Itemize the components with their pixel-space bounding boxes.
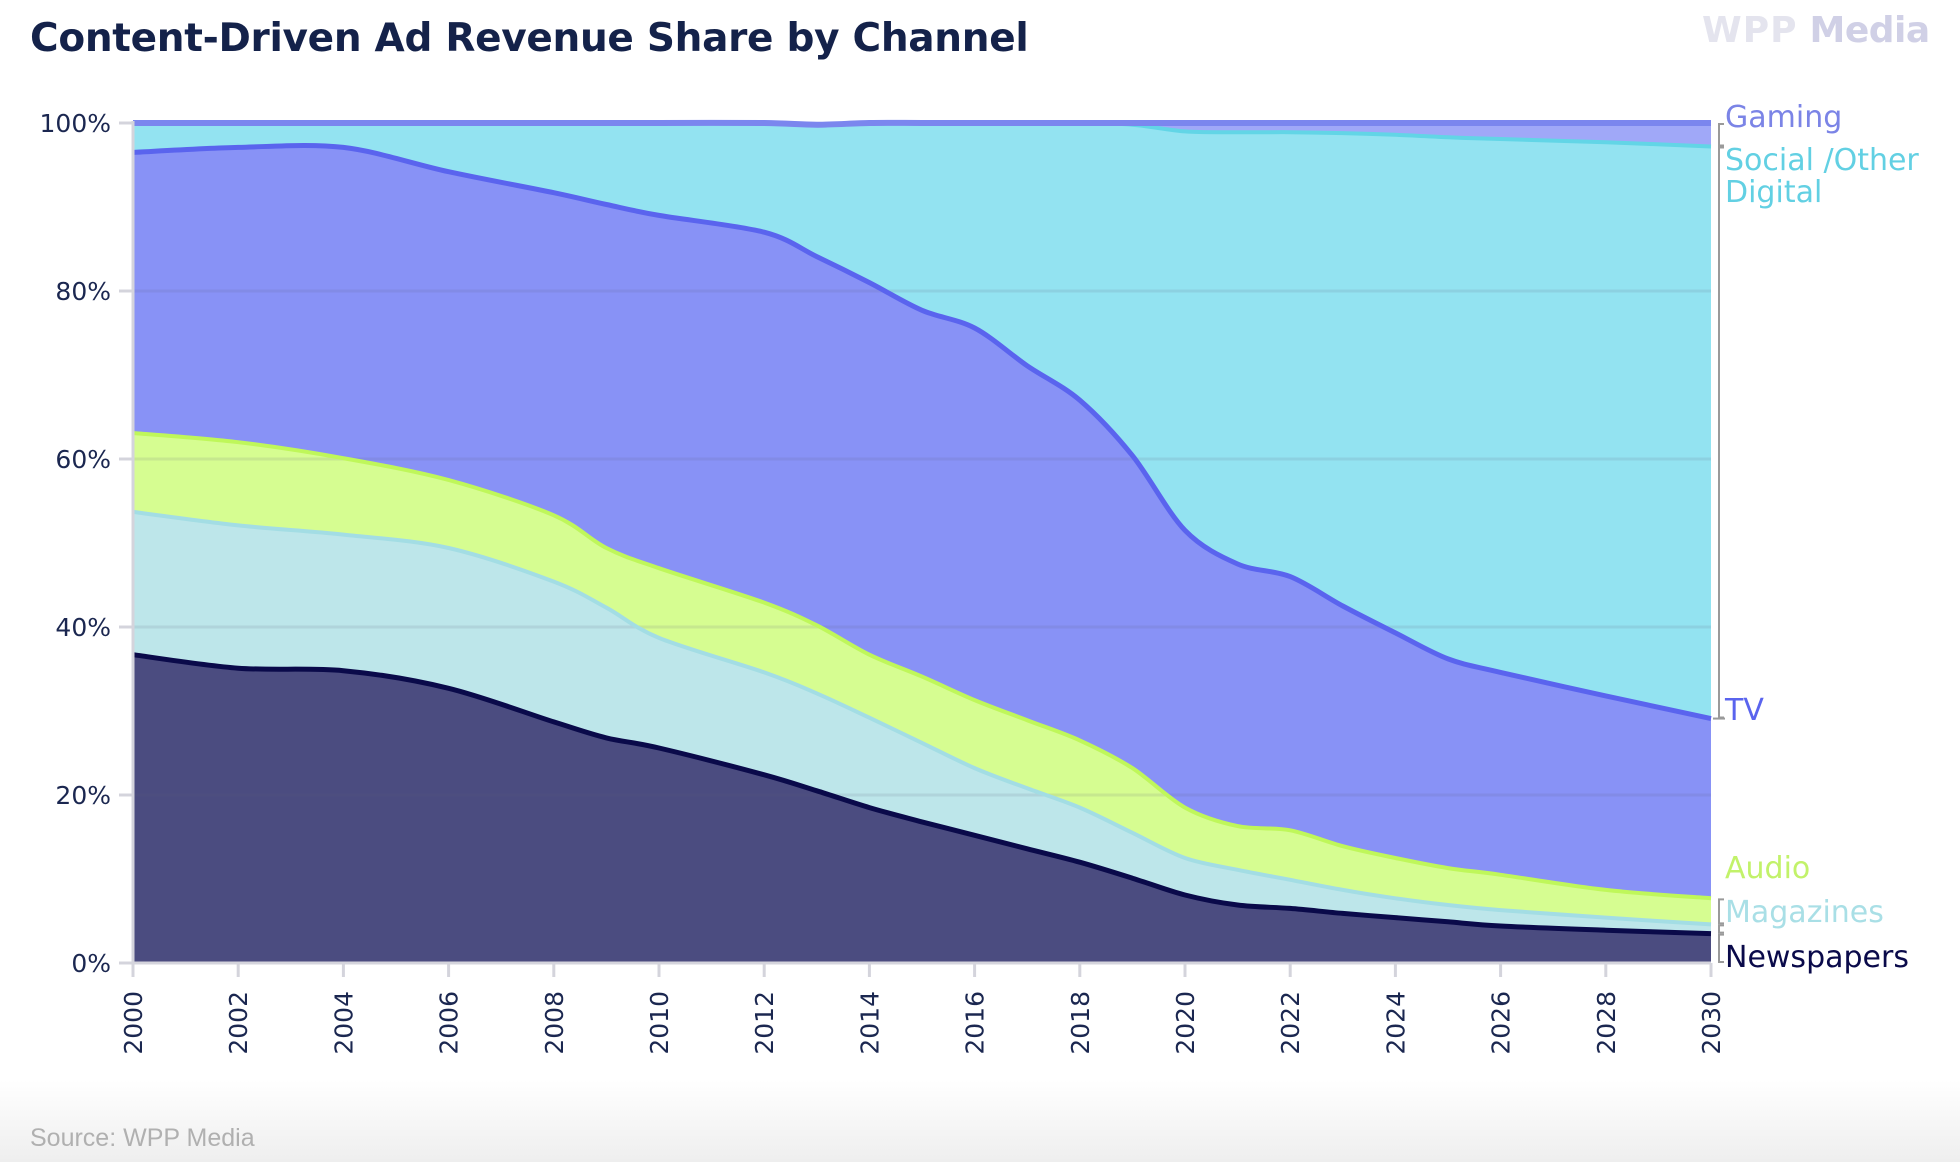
bracket-audio bbox=[1718, 898, 1724, 925]
y-tick-label: 80% bbox=[55, 277, 111, 306]
bracket-social-other-digital bbox=[1718, 146, 1724, 719]
y-tick-label: 20% bbox=[55, 781, 111, 810]
x-tick-label: 2020 bbox=[1171, 991, 1200, 1055]
area-magazines bbox=[133, 511, 1711, 934]
bracket-magazines bbox=[1718, 924, 1724, 934]
x-tick-label: 2000 bbox=[119, 991, 148, 1055]
line-tv bbox=[132, 142, 1712, 722]
x-tick-label: 2030 bbox=[1697, 991, 1726, 1055]
x-tick-label: 2022 bbox=[1276, 991, 1305, 1055]
area-newspapers bbox=[133, 654, 1711, 963]
x-tick-label: 2002 bbox=[224, 991, 253, 1055]
y-tick-label: 100% bbox=[40, 109, 111, 138]
boundary-lines-layer bbox=[132, 119, 1712, 937]
brand-logo: WPP Media bbox=[1702, 10, 1930, 51]
areas-layer bbox=[133, 122, 1711, 963]
series-label-newspapers: Newspapers bbox=[1725, 940, 1909, 975]
series-labels-layer: Newspapers Magazines Audio TV Social /Other D… bbox=[1713, 100, 1919, 975]
series-label-gaming: Gaming bbox=[1725, 100, 1842, 135]
x-tick-label: 2008 bbox=[540, 991, 569, 1055]
x-tick-label: 2010 bbox=[645, 991, 674, 1055]
series-label-audio: Audio bbox=[1725, 851, 1810, 886]
x-tick-label: 2006 bbox=[435, 991, 464, 1055]
line-magazines bbox=[132, 509, 1712, 927]
y-tick-label: 60% bbox=[55, 445, 111, 474]
axes-layer: 0% 20% 40% 60% 80% 100% 2000 2002 2004 2006 2008 20… bbox=[40, 109, 1726, 1055]
series-label-tv: TV bbox=[1724, 693, 1764, 728]
x-tick-label: 2026 bbox=[1487, 991, 1516, 1055]
x-tick-label: 2024 bbox=[1381, 991, 1410, 1055]
x-tick-label: 2012 bbox=[750, 991, 779, 1055]
area-social-other-digital bbox=[133, 122, 1711, 719]
x-tick-label: 2018 bbox=[1066, 991, 1095, 1055]
bracket-gaming bbox=[1718, 123, 1724, 147]
logo-prefix: WPP bbox=[1702, 10, 1798, 51]
series-label-social-other-digital: Social /Other Digital bbox=[1725, 143, 1919, 210]
x-tick-label: 2028 bbox=[1592, 991, 1621, 1055]
gridlines bbox=[133, 289, 1711, 797]
footer-band bbox=[0, 1080, 1960, 1162]
series-label-magazines: Magazines bbox=[1725, 895, 1884, 930]
x-tick-label: 2016 bbox=[961, 991, 990, 1055]
area-gaming bbox=[133, 122, 1711, 147]
bracket-newspapers bbox=[1718, 933, 1724, 963]
area-tv bbox=[133, 145, 1711, 899]
chart-title: Content-Driven Ad Revenue Share by Chann… bbox=[30, 16, 1029, 61]
x-tick-label: 2004 bbox=[329, 991, 358, 1055]
line-audio bbox=[132, 431, 1712, 901]
source-note: Source: WPP Media bbox=[30, 1124, 255, 1152]
y-tick-label: 0% bbox=[71, 949, 111, 978]
y-tick-label: 40% bbox=[55, 613, 111, 642]
line-gaming bbox=[132, 119, 1711, 128]
line-newspapers bbox=[132, 652, 1712, 937]
x-tick-label: 2014 bbox=[855, 991, 884, 1055]
logo-suffix: Media bbox=[1809, 10, 1931, 51]
